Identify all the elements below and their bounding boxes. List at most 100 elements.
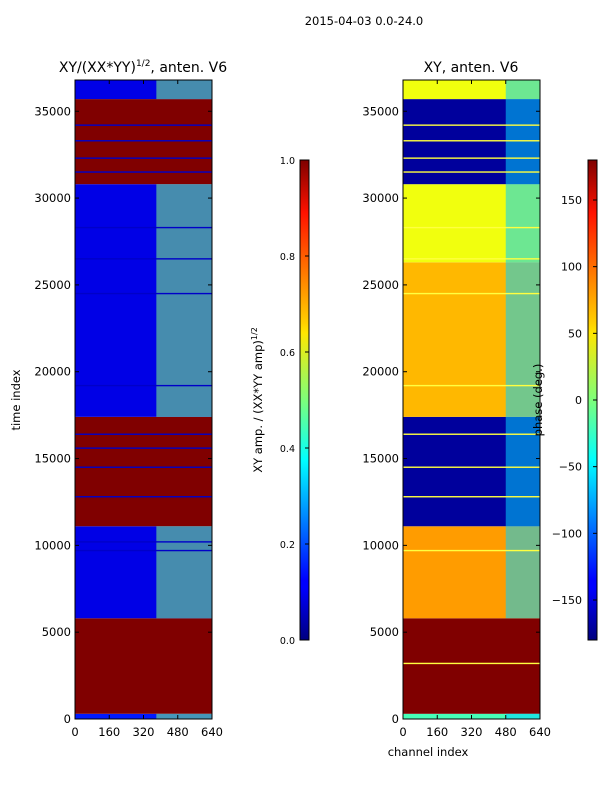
active-channel-region	[156, 526, 212, 619]
flag-line	[403, 549, 540, 552]
y-tick-label: 5000	[370, 625, 399, 639]
time-band	[75, 618, 212, 714]
left-colorbar: 0.0 0.2 0.4 0.6 0.8 1.0 XY amp. / (XX*YY amp)…	[250, 156, 310, 647]
left-x-ticks: 0 160 320 480 640	[71, 80, 223, 739]
flag-line	[403, 140, 540, 142]
right-x-axis-label: channel index	[388, 745, 469, 759]
time-band	[75, 416, 212, 527]
x-tick-label: 0	[71, 725, 78, 739]
flag-line	[403, 384, 540, 387]
flag-line	[75, 466, 212, 468]
left-heatmap	[75, 80, 212, 719]
right-x-ticks: 0 160 320 480 640	[399, 80, 551, 739]
colorbar-tick-label: 0.0	[280, 636, 295, 647]
flag-line	[75, 171, 212, 173]
flag-line	[403, 124, 540, 126]
flag-line	[403, 292, 540, 295]
active-channel-region	[505, 526, 540, 619]
y-tick-label: 35000	[362, 104, 399, 118]
y-tick-label: 10000	[34, 538, 71, 552]
flag-line	[75, 157, 212, 159]
right-colorbar-label: phase (deg.)	[531, 364, 545, 437]
flag-line	[75, 124, 212, 126]
x-tick-label: 640	[201, 725, 223, 739]
colorbar-tick-label: 100	[561, 261, 582, 274]
left-colorbar-gradient	[299, 159, 310, 641]
x-tick-label: 320	[461, 725, 483, 739]
colorbar-tick-label: 0.8	[280, 252, 295, 263]
y-tick-label: 35000	[34, 104, 71, 118]
flag-line	[403, 662, 540, 665]
colorbar-tick-label: −150	[552, 594, 582, 607]
active-channel-region	[505, 99, 540, 185]
right-colorbar-ticks: −150 −100 −50 0 50 100 150	[552, 194, 597, 607]
flag-line	[403, 433, 540, 435]
colorbar-tick-label: 50	[568, 327, 582, 340]
y-tick-label: 15000	[34, 452, 71, 466]
colorbar-tick-label: −100	[552, 527, 582, 540]
x-tick-label: 160	[426, 725, 448, 739]
flag-line	[403, 226, 540, 229]
left-panel: XY/(XX*YY)1/2, anten. V6 0 160 320 480 640 0…	[9, 59, 227, 739]
right-colorbar: −150 −100 −50 0 50 100 150 phase (deg.)	[531, 159, 598, 641]
colorbar-tick-label: 150	[561, 194, 582, 207]
colorbar-tick-label: 1.0	[280, 156, 295, 167]
active-channel-region	[156, 184, 212, 417]
x-tick-label: 0	[399, 725, 406, 739]
active-channel-region	[505, 80, 540, 100]
flag-line	[403, 466, 540, 468]
flag-line	[403, 258, 540, 260]
time-band	[403, 618, 540, 714]
x-tick-label: 640	[529, 725, 551, 739]
x-tick-label: 480	[167, 725, 189, 739]
colorbar-tick-label: 0.4	[280, 444, 295, 455]
flag-line	[403, 496, 540, 498]
y-tick-label: 15000	[362, 452, 399, 466]
colorbar-tick-label: 0	[575, 394, 582, 407]
colorbar-tick-label: 0.2	[280, 540, 295, 551]
y-tick-label: 20000	[362, 365, 399, 379]
flag-line	[75, 433, 212, 435]
figure-suptitle: 2015-04-03 0.0-24.0	[305, 14, 424, 28]
active-channel-region	[505, 416, 540, 527]
left-colorbar-label: XY amp. / (XX*YY amp)1/2	[250, 327, 265, 473]
right-plot-title: XY, anten. V6	[424, 60, 519, 76]
flag-line	[75, 292, 212, 295]
flag-line	[403, 171, 540, 173]
flag-line	[75, 496, 212, 498]
left-colorbar-ticks: 0.0 0.2 0.4 0.6 0.8 1.0	[280, 156, 309, 647]
flag-line	[75, 541, 212, 543]
flag-line	[75, 549, 212, 552]
y-tick-label: 25000	[362, 278, 399, 292]
colorbar-tick-label: 0.6	[280, 348, 295, 359]
y-tick-label: 5000	[42, 625, 71, 639]
x-tick-label: 480	[495, 725, 517, 739]
flag-line	[75, 258, 212, 260]
active-channel-region	[505, 184, 540, 263]
flag-line	[75, 447, 212, 449]
flag-line	[75, 384, 212, 387]
active-channel-region	[156, 80, 212, 100]
colorbar-tick-label: −50	[559, 461, 582, 474]
active-channel-region	[156, 713, 212, 719]
y-tick-label: 10000	[362, 538, 399, 552]
flag-line	[75, 140, 212, 142]
active-channel-region	[505, 713, 540, 719]
y-tick-label: 30000	[362, 191, 399, 205]
right-y-ticks: 0 5000 10000 15000 20000 25000 30000 35000	[362, 104, 540, 726]
x-tick-label: 320	[133, 725, 155, 739]
active-channel-region	[505, 262, 540, 417]
right-heatmap	[403, 80, 540, 719]
y-tick-label: 30000	[34, 191, 71, 205]
time-band	[75, 99, 212, 185]
left-y-axis-label: time index	[9, 369, 23, 430]
left-y-ticks: 0 5000 10000 15000 20000 25000 30000 35000	[34, 104, 212, 726]
y-tick-label: 25000	[34, 278, 71, 292]
right-panel: XY, anten. V6 0 160 320 480 640 0 5000 10000 15…	[362, 60, 551, 759]
flag-line	[403, 157, 540, 159]
x-tick-label: 160	[98, 725, 120, 739]
y-tick-label: 0	[392, 712, 399, 726]
y-tick-label: 0	[64, 712, 71, 726]
